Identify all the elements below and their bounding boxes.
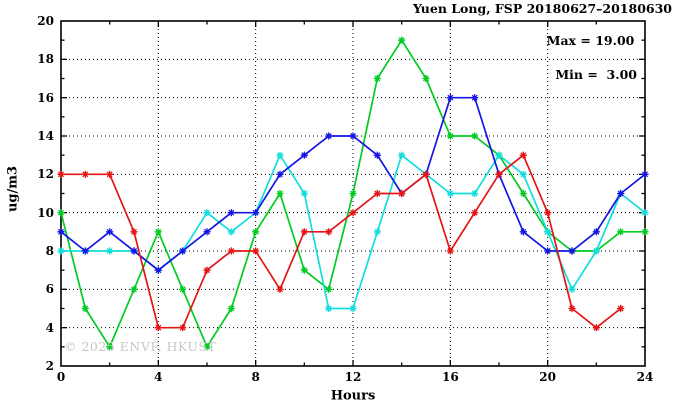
y-tick-label: 8 bbox=[45, 244, 54, 258]
watermark: © 2025 ENVF, HKUST bbox=[64, 339, 217, 354]
x-tick-label: 12 bbox=[344, 370, 362, 384]
series-blue-line bbox=[60, 96, 646, 272]
chart-title: Yuen Long, FSP 20180627–20180630 bbox=[412, 1, 672, 16]
x-tick-label: 4 bbox=[154, 370, 163, 384]
minmax-annotation: Max = 19.00 Min = 3.00 bbox=[547, 33, 637, 84]
x-axis-title: Hours bbox=[330, 388, 376, 404]
max-value-label: Max = 19.00 bbox=[546, 33, 635, 48]
y-tick-label: 12 bbox=[37, 167, 54, 182]
y-tick-label: 14 bbox=[37, 129, 54, 143]
plot-border bbox=[60, 20, 646, 367]
x-tick-label: 0 bbox=[56, 370, 66, 384]
series-green-markers bbox=[57, 36, 649, 351]
series-blue-markers bbox=[57, 94, 649, 274]
y-tick-label: 18 bbox=[37, 52, 54, 67]
x-tick-label: 24 bbox=[636, 370, 654, 384]
x-tick-label: 20 bbox=[539, 370, 556, 384]
y-tick-label: 10 bbox=[37, 205, 54, 220]
y-tick-label: 6 bbox=[45, 282, 54, 297]
min-value-label: Min = 3.00 bbox=[555, 66, 637, 82]
x-tick-label: 8 bbox=[251, 370, 260, 384]
series-cyan-markers bbox=[57, 151, 649, 313]
series-red-line bbox=[61, 154, 622, 329]
series-red-markers bbox=[57, 151, 625, 332]
y-tick-label: 4 bbox=[45, 320, 54, 335]
y-tick-label: 2 bbox=[45, 359, 54, 373]
y-tick-label: 20 bbox=[37, 14, 54, 28]
x-tick-label: 16 bbox=[441, 370, 459, 384]
y-tick-label: 16 bbox=[37, 90, 54, 105]
